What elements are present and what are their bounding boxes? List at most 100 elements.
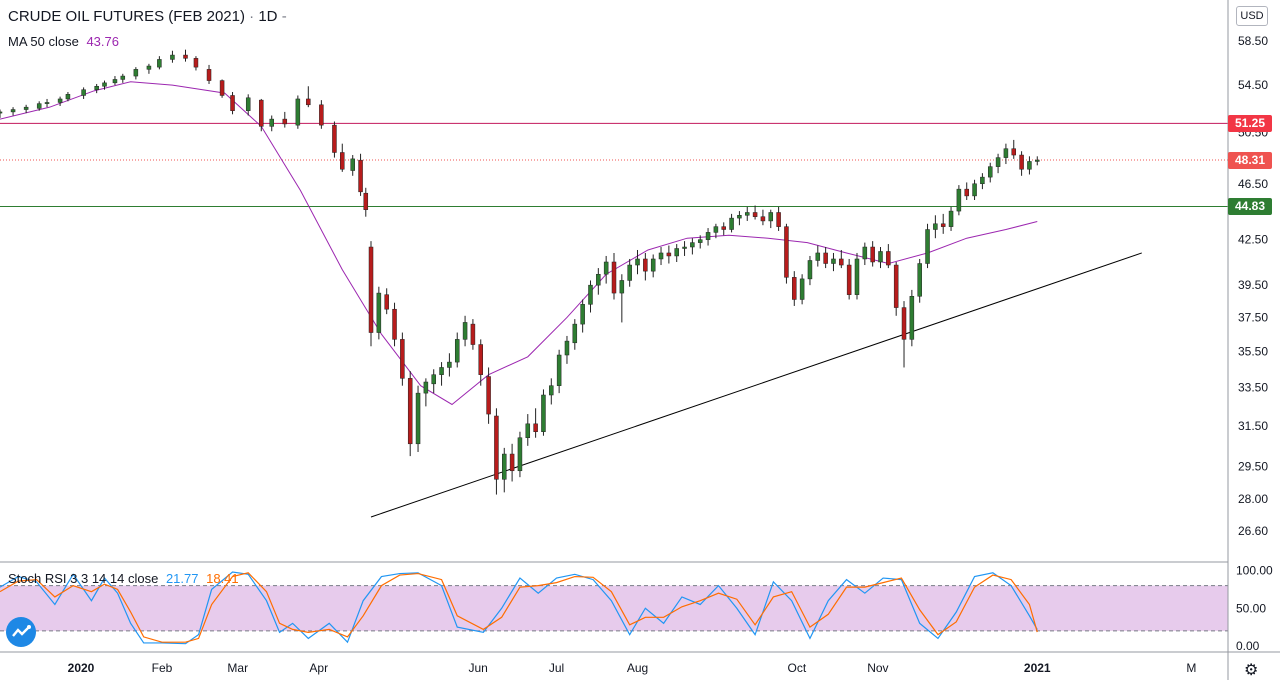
price-pane[interactable]: [0, 49, 1228, 518]
candle-body: [219, 80, 225, 96]
time-tick-label: 2021: [1024, 661, 1051, 675]
candle-body: [10, 109, 16, 113]
price-tick-label: 58.50: [1238, 34, 1268, 48]
legend-separator: ·: [249, 8, 255, 25]
stoch-rsi-legend[interactable]: Stoch RSI 3 3 14 14 close 21.77 18.41: [8, 571, 239, 586]
candle-body: [690, 242, 695, 248]
candle-body: [745, 212, 750, 216]
candle-body: [658, 252, 664, 260]
candle-body: [799, 278, 805, 300]
candle-body: [870, 246, 875, 263]
candle-body: [549, 385, 554, 396]
interval-label[interactable]: 1D: [258, 8, 278, 25]
candle-body: [170, 54, 175, 60]
candle-body: [65, 94, 71, 100]
candle-body: [831, 258, 836, 264]
candle-body: [925, 229, 930, 264]
price-tick-label: 37.50: [1238, 310, 1268, 324]
candle-body: [627, 264, 632, 281]
candle-body: [541, 394, 546, 432]
candle-body: [112, 79, 118, 84]
candle-body: [752, 212, 758, 217]
candle-body: [682, 246, 687, 249]
candle-body: [556, 354, 562, 386]
candle-body: [1011, 148, 1017, 156]
symbol-legend: CRUDE OIL FUTURES (FEB 2021) · 1D -: [8, 8, 287, 25]
time-tick-label: Jun: [468, 661, 487, 675]
candle-body: [846, 264, 852, 295]
candle-body: [230, 95, 235, 111]
candle-body: [611, 261, 617, 294]
price-tick-label: 46.50: [1238, 177, 1268, 191]
candle-body: [776, 212, 781, 227]
currency-button[interactable]: USD: [1236, 6, 1268, 26]
candle-body: [980, 176, 985, 185]
candle-body: [784, 226, 789, 278]
candle-body: [972, 183, 977, 197]
candle-body: [933, 223, 938, 230]
price-tick-label: 31.50: [1238, 419, 1268, 433]
candle-body: [792, 277, 797, 300]
candle-body: [580, 304, 585, 325]
candle-body: [525, 423, 531, 438]
candle-body: [635, 258, 640, 266]
candle-body: [862, 246, 868, 260]
candle-body: [470, 323, 476, 345]
candle-body: [1027, 161, 1032, 170]
stoch-k-line: [0, 571, 1038, 645]
last-price-tag: 48.31: [1228, 152, 1272, 170]
candle-body: [768, 212, 774, 222]
stoch-d-line: [0, 572, 1038, 643]
candle-body: [737, 215, 742, 219]
candle-body: [478, 344, 483, 375]
candle-body: [995, 157, 1001, 167]
candle-body: [886, 251, 891, 266]
candle-body: [102, 82, 107, 87]
time-tick-label: Jul: [549, 661, 564, 675]
price-tick-label: 33.50: [1238, 381, 1268, 395]
candle-body: [206, 69, 212, 81]
ma-legend[interactable]: MA 50 close 43.76: [8, 34, 119, 49]
time-tick-label: Nov: [867, 661, 888, 675]
candle-body: [81, 89, 86, 96]
candle-body: [603, 261, 609, 275]
candle-body: [839, 258, 844, 266]
candle-body: [721, 226, 726, 230]
time-tick-label: Aug: [627, 661, 648, 675]
candle-body: [901, 307, 907, 340]
candle-body: [133, 69, 139, 77]
candle-body: [36, 103, 42, 109]
candle-body: [533, 423, 538, 432]
candle-body: [705, 232, 711, 240]
price-tick-label: 42.50: [1238, 233, 1268, 247]
candle-body: [909, 296, 915, 340]
candle-body: [454, 339, 460, 363]
candle-body: [415, 392, 421, 445]
price-tick-label: 26.60: [1238, 524, 1268, 538]
tradingview-logo-icon[interactable]: [6, 617, 36, 647]
stoch-rsi-pane[interactable]: [0, 571, 1228, 645]
candle-body: [760, 216, 766, 222]
candle-body: [423, 381, 429, 394]
candle-body: [259, 99, 264, 127]
price-tick-label: 39.50: [1238, 278, 1268, 292]
candle-body: [358, 159, 363, 193]
candle-body: [494, 415, 499, 480]
candle-body: [368, 246, 374, 333]
gear-icon[interactable]: ⚙: [1244, 662, 1259, 679]
price-tick-label: 29.50: [1238, 460, 1268, 474]
candle-body: [447, 361, 452, 368]
candle-body: [517, 437, 523, 472]
candle-body: [815, 252, 821, 261]
candle-body: [1003, 148, 1009, 158]
candle-body: [376, 292, 382, 333]
candle-body: [878, 251, 883, 263]
time-tick-label: 2020: [68, 661, 95, 675]
candle-body: [157, 59, 162, 68]
candle-body: [332, 124, 337, 153]
stoch-rsi-label: Stoch RSI 3 3 14 14 close: [8, 571, 159, 586]
candle-body: [956, 188, 962, 212]
candle-body: [486, 376, 491, 415]
